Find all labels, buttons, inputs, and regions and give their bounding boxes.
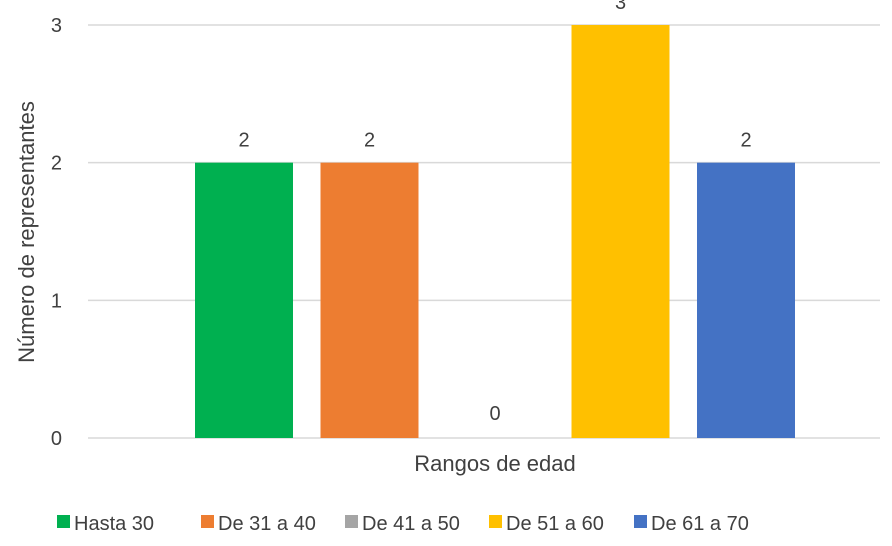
y-tick-labels: 0 1 2 3	[51, 15, 62, 450]
legend-label-2: De 31 a 40	[218, 513, 316, 535]
bar-1	[195, 162, 293, 438]
data-labels: 2 2 0 3 2	[238, 0, 751, 425]
data-label-3: 0	[489, 403, 500, 425]
legend: Hasta 30 De 31 a 40 De 41 a 50 De 51 a 60 De…	[57, 513, 749, 535]
legend-label-4: De 51 a 60	[506, 513, 604, 535]
bars	[195, 25, 795, 438]
bar-4	[571, 25, 670, 438]
y-tick-label: 0	[51, 428, 62, 450]
legend-swatch-5	[634, 515, 647, 528]
bar-5	[697, 162, 795, 438]
bar-2	[320, 162, 419, 438]
legend-swatch-2	[201, 515, 214, 528]
x-axis-title: Rangos de edad	[414, 451, 575, 476]
legend-label-3: De 41 a 50	[362, 513, 460, 535]
y-tick-label: 2	[51, 153, 62, 175]
data-label-4: 3	[615, 0, 626, 14]
legend-swatch-1	[57, 515, 70, 528]
legend-swatch-4	[489, 515, 502, 528]
legend-label-1: Hasta 30	[74, 513, 154, 535]
data-label-1: 2	[238, 130, 249, 152]
legend-label-5: De 61 a 70	[651, 513, 749, 535]
legend-swatch-3	[345, 515, 358, 528]
y-tick-label: 1	[51, 290, 62, 312]
data-label-5: 2	[740, 130, 751, 152]
y-tick-label: 3	[51, 15, 62, 37]
data-label-2: 2	[364, 130, 375, 152]
y-axis-title: Número de representantes	[14, 101, 39, 363]
